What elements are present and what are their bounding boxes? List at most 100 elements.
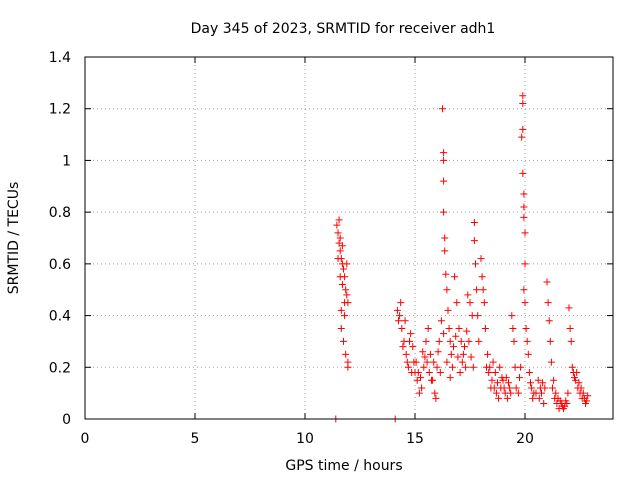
data-point [447,350,455,358]
data-point [521,229,529,237]
data-point [436,368,444,376]
data-point [529,394,537,402]
data-point [417,374,424,382]
data-point [420,363,428,371]
data-point [426,350,434,358]
data-point [547,358,555,366]
data-point [517,363,525,371]
data-point [334,229,342,237]
data-point [401,317,409,325]
data-point [456,368,464,376]
data-point [334,255,342,263]
data-point [474,312,482,320]
data-point [459,350,467,358]
data-point [479,286,487,294]
data-point [451,273,459,281]
data-point [404,363,412,371]
data-point [584,392,592,400]
data-point [340,337,347,345]
data-point [343,260,351,268]
data-point [408,368,416,376]
data-point [565,304,573,312]
plot-frame [84,56,614,420]
data-point [508,312,516,320]
grid [85,57,613,419]
data-point [566,325,574,332]
data-point [544,299,552,307]
data-point [418,384,426,392]
data-point [448,363,456,371]
y-tick-label: 0.6 [49,257,71,273]
data-point [503,394,511,402]
data-point [463,327,471,335]
data-point [514,389,522,397]
data-point [440,149,448,157]
data-point [575,379,583,387]
y-tick-label: 1.2 [49,102,71,118]
data-point [457,337,465,345]
data-point [443,286,451,294]
data-point [564,389,572,397]
data-point [549,384,556,392]
data-point [338,242,346,250]
data-point [525,368,533,376]
data-point [477,255,485,263]
data-point [433,363,441,371]
x-tick-label: 15 [406,431,424,447]
data-point [406,337,413,345]
data-point [458,358,466,366]
data-point [520,190,528,198]
data-point [437,317,445,325]
data-point [552,389,560,397]
data-point [441,247,449,255]
data-point [435,337,443,345]
data-point [571,374,578,382]
data-point [450,343,457,351]
data-point [469,363,477,371]
data-point [523,337,531,345]
data-point [505,379,512,387]
data-point [340,265,347,273]
data-point [488,376,496,384]
data-point [445,325,453,332]
data-point [398,325,406,332]
data-point [534,376,542,384]
data-point [567,337,575,345]
data-point [397,299,405,307]
data-point [434,348,442,356]
data-point [407,330,415,338]
data-point [520,203,528,211]
data-point [522,325,530,332]
data-point [512,384,520,392]
x-axis-label: GPS time / hours [285,458,402,474]
data-point [446,374,454,382]
data-point [399,343,407,351]
data-point [452,332,460,340]
data-point [412,358,420,366]
data-point [478,273,486,281]
axis-ticks: 0 5 10 15 20 0 0.2 0.4 0.6 0.8 1 1.2 1.4 [49,50,613,447]
y-tick-label: 0.8 [49,205,71,221]
data-point [519,169,527,177]
data-point [462,363,470,371]
data-point [428,376,435,384]
x-tick-label: 0 [81,431,90,447]
data-point [425,368,433,376]
data-point [402,350,410,358]
data-point [336,234,344,242]
data-point [444,306,452,314]
data-point [538,389,545,397]
data-point [344,363,352,371]
data-point [341,299,349,307]
data-point [464,291,472,299]
data-point [454,353,462,361]
data-point [491,368,499,376]
data-points [332,92,592,423]
data-point [543,278,551,286]
data-point [421,353,429,361]
data-point [507,389,515,397]
data-point [432,394,440,402]
y-tick-label: 0.2 [49,360,71,376]
data-point [539,379,547,387]
data-point [472,260,479,268]
